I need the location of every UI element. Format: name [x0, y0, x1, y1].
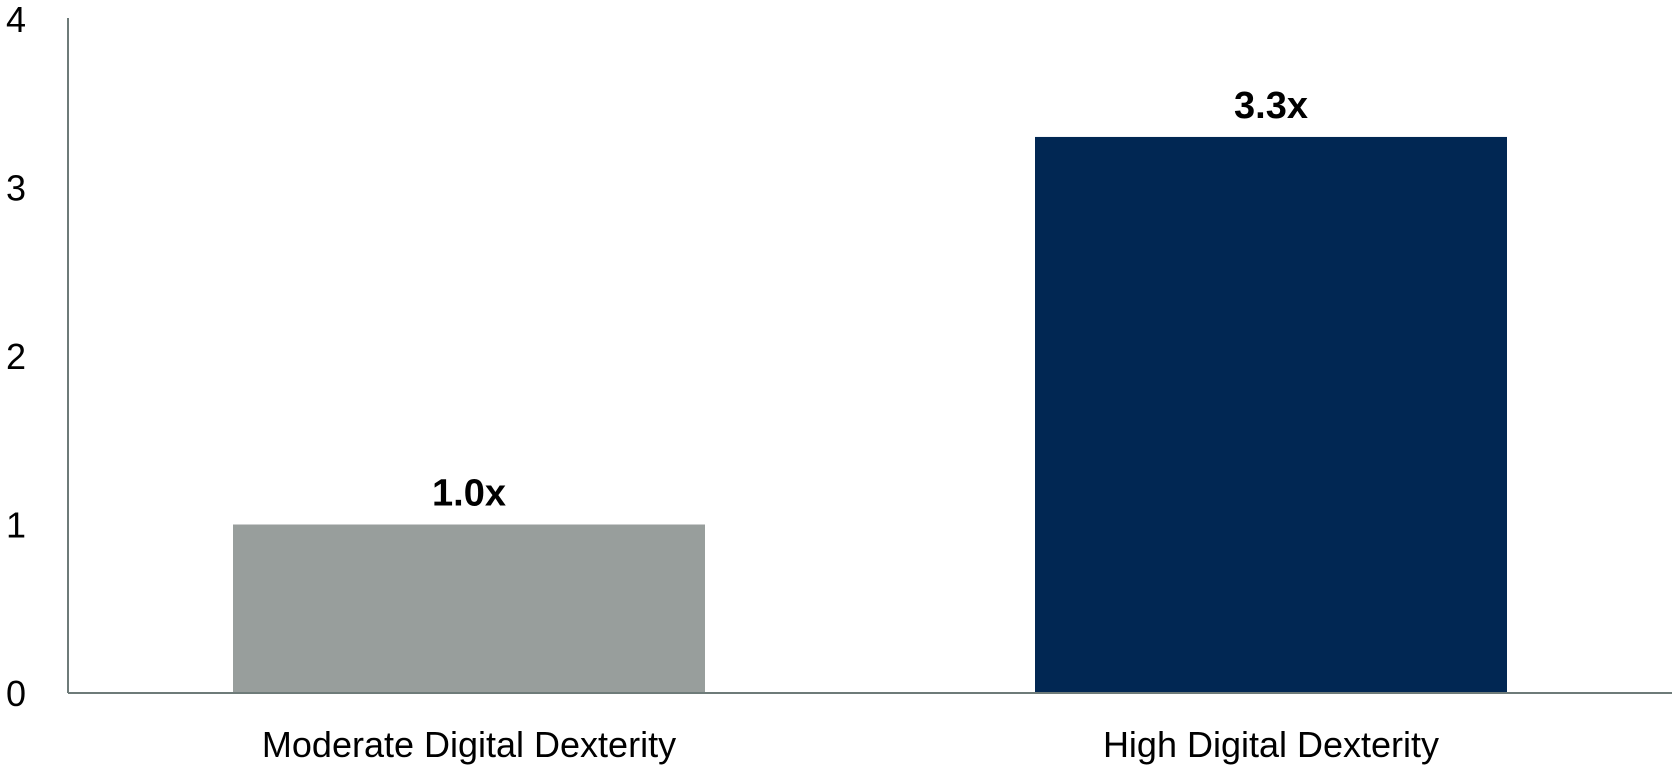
bars [233, 136, 1507, 693]
y-tick-label: 3 [6, 168, 26, 209]
x-category-label: Moderate Digital Dexterity [262, 724, 676, 765]
bar-data-label: 3.3x [1234, 85, 1308, 127]
y-tick-label: 4 [6, 0, 26, 40]
bar [233, 524, 705, 693]
bar-data-label: 1.0x [432, 473, 506, 515]
category-labels: Moderate Digital Dexterity High Digital D… [262, 724, 1439, 765]
bar [1035, 136, 1507, 693]
data-labels: 1.0x 3.3x [432, 85, 1308, 515]
x-category-label: High Digital Dexterity [1103, 724, 1439, 765]
y-tick-label: 2 [6, 336, 26, 377]
y-axis-ticks: 0 1 2 3 4 [6, 0, 26, 714]
y-tick-label: 1 [6, 505, 26, 546]
y-tick-label: 0 [6, 673, 26, 714]
